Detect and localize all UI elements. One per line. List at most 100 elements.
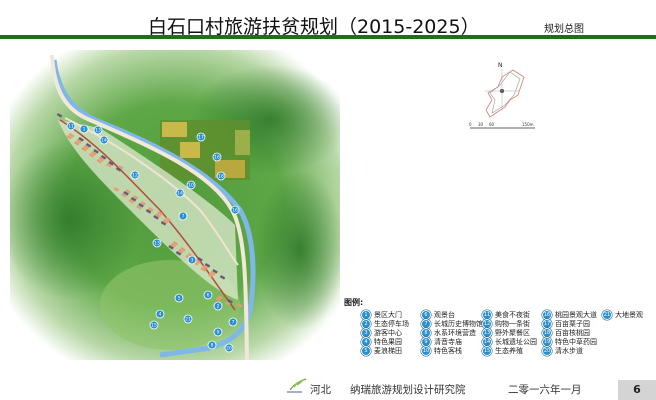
map-marker-badge [174, 293, 184, 303]
house [100, 155, 107, 160]
map-marker-number: 13 [154, 241, 160, 247]
map-marker-badge [224, 343, 234, 353]
house [147, 207, 154, 212]
house [121, 193, 127, 198]
house [125, 188, 131, 194]
house [140, 201, 146, 206]
map-marker-number: 20 [226, 346, 232, 352]
map-marker-badge [196, 132, 206, 142]
scale-label-150: 150m [522, 122, 534, 127]
map-marker[interactable]: 13 [152, 238, 162, 248]
house [168, 245, 174, 250]
house [165, 216, 171, 222]
house [108, 161, 114, 166]
map-marker[interactable]: 20 [224, 343, 234, 353]
house [217, 294, 224, 300]
map-marker-number: 2 [217, 304, 220, 310]
north-label: N [498, 62, 503, 69]
map-marker[interactable]: 1 [79, 124, 89, 134]
map-marker-number: 8 [211, 343, 214, 349]
map-marker[interactable]: 16 [230, 205, 240, 215]
map-marker[interactable]: 7 [178, 211, 188, 221]
house [128, 198, 135, 204]
house [68, 133, 75, 138]
legend-number-badge: 21 [602, 310, 612, 320]
house [66, 135, 72, 140]
map-marker-number: 10 [188, 183, 194, 189]
map-marker[interactable]: 15 [149, 320, 159, 330]
map-marker[interactable]: 13 [93, 125, 103, 135]
house [73, 140, 80, 146]
map-marker[interactable]: 14 [99, 135, 109, 145]
house [236, 303, 243, 308]
legend-label: 景区大门 [374, 311, 402, 319]
house [175, 251, 182, 256]
map-marker[interactable]: 14 [175, 188, 185, 198]
house [225, 300, 231, 306]
map-marker[interactable]: 11 [66, 121, 76, 131]
map-marker-badge [207, 340, 217, 350]
house [210, 270, 216, 276]
map-marker[interactable]: 7 [228, 317, 238, 327]
map-marker[interactable]: 17 [196, 132, 206, 142]
map-marker-number: 15 [151, 323, 157, 329]
legend-number-badge: 15 [482, 346, 492, 356]
house [130, 197, 137, 202]
house [157, 210, 164, 216]
house [136, 204, 142, 210]
map-marker[interactable]: 12 [130, 170, 140, 180]
legend-label: 麦浪梯田 [374, 347, 402, 355]
map-marker-number: 11 [68, 124, 74, 130]
map-marker-number: 16 [232, 208, 238, 214]
legend-label: 长城遗址公园 [495, 338, 537, 346]
map-marker-badge [228, 317, 238, 327]
scale-label-30: 30 [478, 122, 484, 127]
house [160, 221, 167, 226]
terraced-fields [100, 260, 240, 350]
map-marker[interactable]: 4 [155, 309, 165, 319]
page-number: 6 [618, 380, 656, 400]
map-marker-number: 16 [214, 155, 220, 161]
legend-label: 大地景观 [615, 311, 643, 319]
map-marker-badge [99, 135, 109, 145]
house [113, 187, 120, 192]
map-marker-badge [93, 125, 103, 135]
legend-item: 10 特色客栈 [421, 346, 462, 356]
map-marker-badge [152, 238, 162, 248]
house [162, 219, 169, 224]
map-marker-badge [183, 314, 193, 324]
house [180, 246, 186, 252]
legend-label: 游客中心 [374, 329, 402, 337]
map-marker[interactable]: 9 [213, 327, 223, 337]
map-marker[interactable]: 16 [212, 152, 222, 162]
map-marker[interactable]: 5 [174, 293, 184, 303]
house [115, 167, 122, 172]
house [170, 243, 176, 248]
map-marker[interactable]: 6 [203, 290, 213, 300]
map-marker-badge [149, 320, 159, 330]
map-marker-badge [213, 301, 223, 311]
map-marker-number: 14 [101, 138, 107, 144]
house [202, 264, 209, 270]
legend-label: 长城历史博物馆 [434, 320, 483, 328]
legend-label: 观景台 [434, 311, 455, 319]
village-houses [56, 113, 243, 308]
map-marker-badge [178, 211, 188, 221]
map-marker-badge [203, 290, 213, 300]
map-marker[interactable]: 2 [213, 301, 223, 311]
house [85, 143, 92, 148]
map-marker[interactable]: 3 [187, 255, 197, 265]
legend-label: 清水步道 [555, 347, 583, 355]
house [76, 139, 82, 144]
legend-item: 5 麦浪梯田 [361, 346, 402, 356]
legend-label: 生态养殖 [495, 347, 523, 355]
map-marker[interactable]: 8 [207, 340, 217, 350]
map-marker-number: 9 [217, 330, 220, 336]
map-marker-number: 1 [83, 127, 86, 133]
map-marker-badge [216, 171, 226, 181]
scale-label-0: 0 [469, 122, 472, 127]
map-marker[interactable]: 18 [216, 171, 226, 181]
map-marker[interactable]: 10 [186, 180, 196, 190]
map-marker[interactable]: 21 [183, 314, 193, 324]
legend-label: 购物一条街 [495, 320, 530, 328]
